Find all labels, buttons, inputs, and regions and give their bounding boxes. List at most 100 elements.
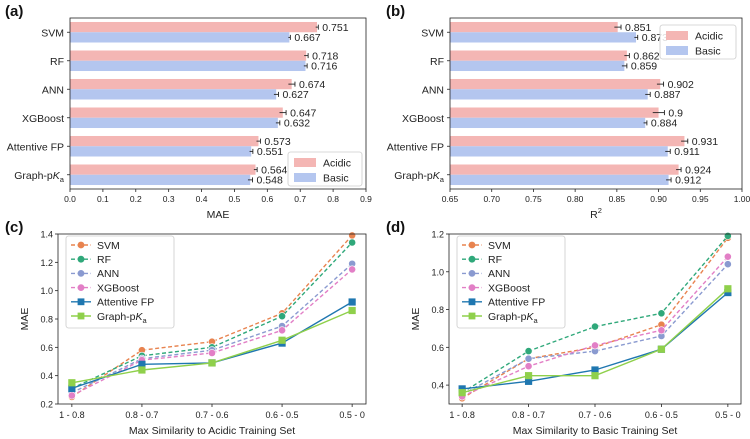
x-tick-label: 0.7 - 0.6 [578, 410, 611, 420]
data-label: 0.647 [290, 107, 316, 119]
category-label-text: RF [50, 56, 64, 68]
legend-marker [468, 255, 476, 263]
y-tick-label: 0.4 [431, 381, 444, 391]
legend-label-sub: a [143, 316, 148, 325]
data-point [524, 377, 533, 385]
x-tick-label: 0.6 - 0.5 [266, 410, 299, 420]
legend: Acidic Basic [659, 24, 737, 60]
legend: Acidic Basic [287, 151, 363, 187]
panel-3: (d) 0.4 0.6 0.8 1.0 1.2 1 - 0.8 0.8 - 0.7 0.7 - … [386, 219, 742, 437]
data-label: 0.902 [668, 79, 694, 91]
x-axis-label: MAE [207, 209, 230, 221]
legend-swatch-basic [666, 46, 688, 55]
panel-0: (a) 0.751 0.718 0.674 0.647 0.573 0.564 0.667 0.… [5, 3, 372, 221]
data-label: 0.911 [674, 146, 700, 158]
x-tick-label: 1.00 [734, 194, 750, 204]
bar-basic [450, 60, 625, 72]
legend-label: Basic [323, 173, 349, 185]
legend-label-text: Graph-p [97, 311, 136, 323]
bar-acidic [450, 107, 659, 118]
data-point [591, 341, 599, 350]
legend-marker [77, 312, 85, 320]
category-label-text: ANN [422, 84, 444, 96]
y-tick-label: 0.8 [431, 305, 444, 315]
x-tick-label: 0.0 [64, 194, 76, 204]
data-point [724, 288, 732, 297]
x-tick-label: 0.9 [360, 194, 372, 204]
x-axis-label-sup: 2 [598, 206, 602, 215]
bar-acidic [450, 164, 679, 175]
data-label: 0.859 [631, 61, 657, 73]
category-label-text: ANN [42, 84, 64, 96]
data-label: 0.884 [651, 118, 677, 130]
legend-marker [468, 284, 476, 291]
category-label: Attentive FP [387, 141, 444, 153]
category-label-text: RF [430, 56, 444, 68]
legend-swatch-basic [294, 173, 316, 182]
x-tick-label: 0.1 [97, 194, 109, 204]
legend: SVM RF ANN XGBoost Attentive FP Graph-pKa [65, 235, 175, 329]
data-label: 0.564 [261, 164, 287, 176]
data-point [348, 231, 357, 240]
x-tick-label: 0.5 - 0 [339, 410, 365, 420]
y-tick-label: 0.2 [40, 400, 53, 410]
x-tick-label: 0.6 - 0.5 [645, 410, 678, 420]
x-tick-label: 0.2 [130, 194, 142, 204]
data-point [657, 326, 666, 335]
x-axis-label: Max Similarity to Acidic Training Set [129, 425, 295, 437]
category-label-sub: a [440, 175, 445, 184]
legend-marker [468, 270, 476, 277]
data-point [138, 360, 146, 368]
y-tick-label: 0.4 [40, 371, 53, 381]
legend-label-italic: K [136, 311, 144, 323]
data-label: 0.548 [257, 175, 283, 187]
category-label: XGBoost [402, 113, 444, 125]
bar-basic [450, 32, 637, 43]
bar-acidic [450, 78, 661, 90]
data-point [278, 326, 286, 335]
data-point [524, 372, 533, 380]
series-line-ann [461, 263, 729, 396]
category-label-text: Attentive FP [387, 141, 444, 153]
legend-label: SVM [97, 240, 120, 252]
data-label: 0.851 [625, 22, 651, 34]
category-label-text: XGBoost [402, 113, 444, 125]
category-label: ANN [422, 84, 444, 96]
category-label: Graph-pKa [14, 170, 65, 184]
category-label-sub: a [60, 175, 65, 184]
bar-basic [70, 89, 277, 100]
legend-label: XGBoost [488, 282, 530, 294]
data-point [591, 322, 599, 331]
legend-marker [77, 255, 85, 263]
x-tick-label: 0.70 [483, 194, 500, 204]
category-label: ANN [42, 84, 64, 96]
category-label-text: Attentive FP [7, 141, 64, 153]
data-point [458, 389, 466, 397]
bar-acidic [70, 78, 292, 90]
data-point [348, 238, 357, 247]
data-point [348, 265, 357, 274]
bar-basic [70, 146, 252, 157]
y-tick-label: 1.0 [40, 286, 53, 296]
data-point [524, 347, 533, 356]
x-tick-label: 0.5 [229, 194, 241, 204]
data-point [208, 359, 216, 367]
bar-basic [450, 174, 669, 186]
bar-acidic [450, 50, 627, 61]
bar-basic [70, 174, 251, 186]
x-tick-label: 0.7 - 0.6 [195, 410, 228, 420]
y-tick-label: 1.4 [40, 230, 53, 240]
data-point [657, 309, 666, 318]
x-tick-label: 0.8 - 0.7 [125, 410, 158, 420]
data-label: 0.667 [294, 32, 320, 44]
bar-acidic [70, 21, 317, 33]
data-point [723, 260, 732, 269]
y-axis-label: MAE [19, 308, 31, 331]
data-point [348, 298, 356, 306]
legend-label: Attentive FP [488, 297, 545, 309]
bar-basic [450, 117, 646, 129]
x-tick-label: 0.95 [692, 194, 709, 204]
data-point [723, 252, 732, 261]
data-point [68, 379, 76, 387]
